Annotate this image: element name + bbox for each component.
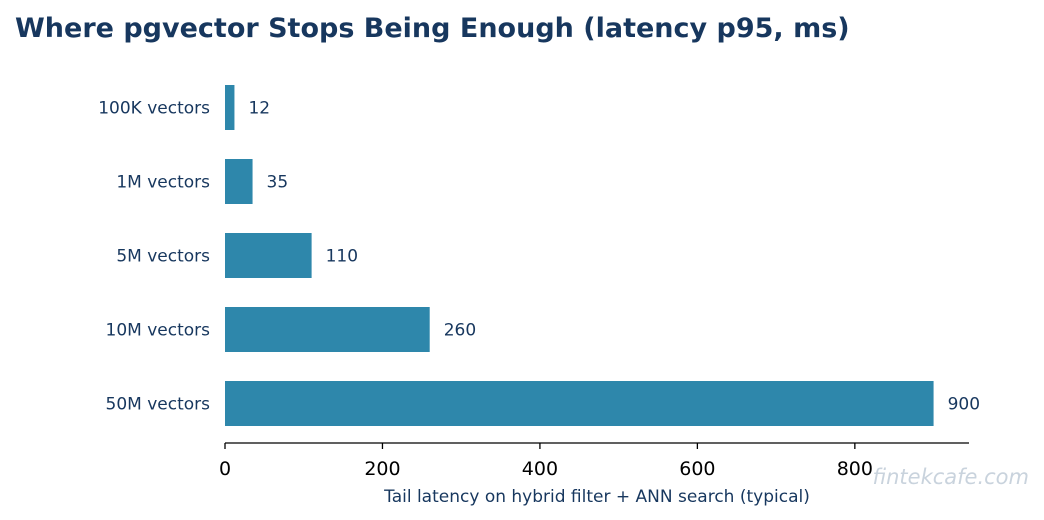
category-label: 100K vectors xyxy=(98,99,210,119)
value-label: 35 xyxy=(267,173,289,193)
category-label: 50M vectors xyxy=(106,395,211,415)
value-labels: 12 35 110 260 900 xyxy=(248,99,980,415)
value-label: 110 xyxy=(326,247,358,267)
value-label: 260 xyxy=(444,321,476,341)
x-tick-label: 0 xyxy=(219,458,231,480)
x-axis-ticks: 0 200 400 600 800 xyxy=(219,443,873,480)
x-tick-label: 200 xyxy=(364,458,400,480)
category-labels: 100K vectors 1M vectors 5M vectors 10M vect… xyxy=(98,99,210,415)
bar xyxy=(225,85,235,130)
bar xyxy=(225,307,430,352)
category-label: 10M vectors xyxy=(106,321,211,341)
bar xyxy=(225,233,312,278)
value-label: 900 xyxy=(948,395,980,415)
chart-title: Where pgvector Stops Being Enough (laten… xyxy=(15,13,850,44)
bar xyxy=(225,381,934,426)
category-label: 1M vectors xyxy=(116,173,210,193)
bars-group xyxy=(225,85,934,426)
watermark: fintekcafe.com xyxy=(873,465,1029,489)
x-tick-label: 400 xyxy=(522,458,558,480)
x-tick-label: 600 xyxy=(679,458,715,480)
x-tick-label: 800 xyxy=(837,458,873,480)
value-label: 12 xyxy=(248,99,270,119)
category-label: 5M vectors xyxy=(116,247,210,267)
x-axis-label: Tail latency on hybrid filter + ANN sear… xyxy=(383,487,810,507)
bar xyxy=(225,159,253,204)
